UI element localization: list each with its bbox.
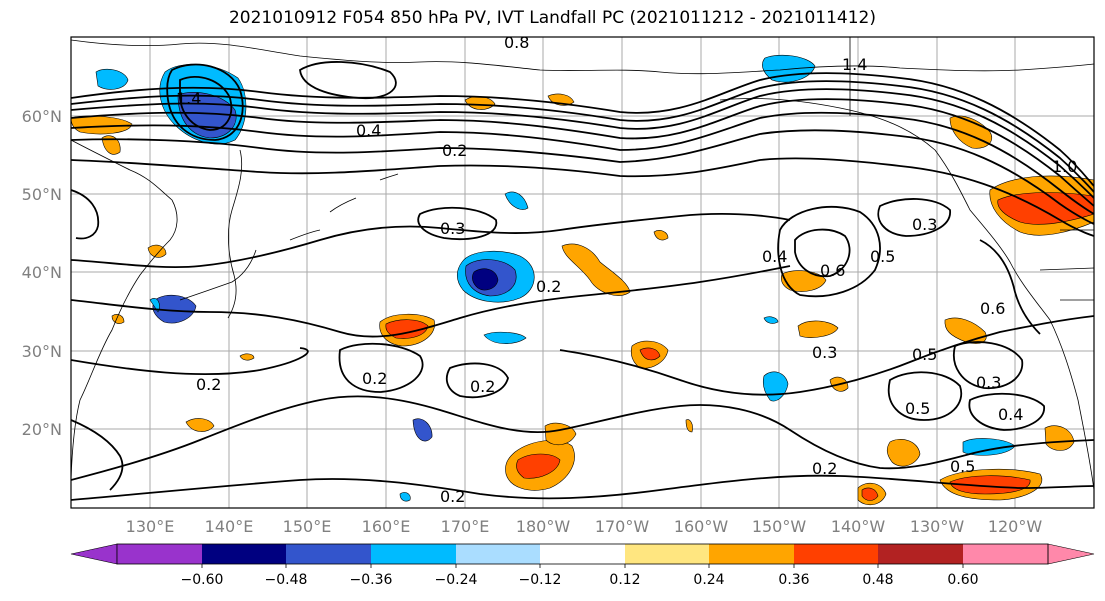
longitude-labels: 130°E 140°E 150°E 160°E 170°E 180°W 170°… [126, 517, 1043, 536]
contour-label: 0.2 [470, 377, 495, 396]
colorbar-extend-max [1047, 543, 1095, 565]
lon-label: 140°W [831, 517, 886, 536]
colorbar-segment [117, 544, 202, 564]
contour-label: 0.3 [440, 219, 465, 238]
colorbar-segment [371, 544, 456, 564]
latitude-labels: 60°N 50°N 40°N 30°N 20°N [22, 107, 62, 439]
contour-label: 0.4 [762, 247, 787, 266]
colorbar-tick-label: −0.24 [435, 572, 478, 588]
lon-label: 150°W [752, 517, 807, 536]
colorbar-tick-label: −0.36 [350, 572, 393, 588]
contour-label: 0.3 [912, 215, 937, 234]
contour-label: 0.2 [442, 141, 467, 160]
colorbar-segment [963, 544, 1048, 564]
lon-label: 140°E [205, 517, 254, 536]
colorbar-segment [202, 544, 286, 564]
contour-labels: 0.2 0.2 0.2 0.2 0.2 0.2 0.2 0.3 0.3 0.3 … [176, 33, 1077, 506]
colorbar-tick-label: −0.12 [519, 572, 562, 588]
contour-label: 0.5 [950, 457, 975, 476]
contour-label: 1.0 [1052, 157, 1077, 176]
lon-label: 160°W [674, 517, 729, 536]
colorbar-segment [456, 544, 540, 564]
coastlines [71, 37, 1094, 491]
contour-label: 0.2 [536, 277, 561, 296]
contour-label: 0.4 [998, 405, 1023, 424]
colorbar-tick-label: 0.24 [693, 572, 724, 588]
colorbar: −0.60 −0.48 −0.36 −0.24 −0.12 0.12 0.24 … [70, 543, 1095, 588]
map-panel: 0.2 0.2 0.2 0.2 0.2 0.2 0.2 0.3 0.3 0.3 … [71, 33, 1094, 508]
colorbar-segment [286, 544, 371, 564]
colorbar-tick-label: −0.60 [181, 572, 224, 588]
lon-label: 160°E [362, 517, 411, 536]
lon-label: 150°E [283, 517, 332, 536]
lat-label: 30°N [22, 342, 62, 361]
contour-label: 0.2 [812, 459, 837, 478]
lon-label: 120°W [988, 517, 1043, 536]
colorbar-segment [625, 544, 709, 564]
colorbar-tick-label: 0.60 [947, 572, 978, 588]
contour-label: 0.4 [356, 121, 381, 140]
contour-label: 0.2 [440, 487, 465, 506]
contour-label: 1.4 [176, 89, 201, 108]
colorbar-segment [794, 544, 878, 564]
graticule [71, 37, 1094, 508]
colorbar-extend-min [70, 543, 118, 565]
pv-contours [71, 61, 1094, 501]
colorbar-tick-label: 0.48 [862, 572, 893, 588]
colorbar-tick-label: 0.36 [778, 572, 809, 588]
lon-label: 170°E [441, 517, 490, 536]
contour-label: 0.2 [362, 369, 387, 388]
lat-label: 60°N [22, 107, 62, 126]
colorbar-segment [709, 544, 794, 564]
lon-label: 180°W [516, 517, 571, 536]
map-title: 2021010912 F054 850 hPa PV, IVT Landfall… [228, 8, 876, 28]
contour-label: 0.5 [905, 399, 930, 418]
contour-label: 0.6 [820, 261, 845, 280]
contour-label: 0.3 [976, 373, 1001, 392]
lon-label: 130°E [126, 517, 175, 536]
colorbar-segment [878, 544, 963, 564]
map-frame [70, 36, 1095, 509]
lat-label: 50°N [22, 185, 62, 204]
contour-label: 0.2 [196, 375, 221, 394]
lat-label: 20°N [22, 420, 62, 439]
colorbar-tick-label: 0.12 [609, 572, 640, 588]
colorbar-segment [540, 544, 625, 564]
contour-label: 0.6 [980, 299, 1005, 318]
lon-label: 170°W [595, 517, 650, 536]
lat-label: 40°N [22, 263, 62, 282]
contour-label: 0.3 [812, 343, 837, 362]
contour-label: 0.8 [504, 33, 529, 52]
contour-label: 0.5 [870, 247, 895, 266]
contour-label: 1.4 [842, 55, 867, 74]
lon-label: 130°W [910, 517, 965, 536]
contour-label: 0.5 [912, 345, 937, 364]
colorbar-tick-label: −0.48 [265, 572, 308, 588]
